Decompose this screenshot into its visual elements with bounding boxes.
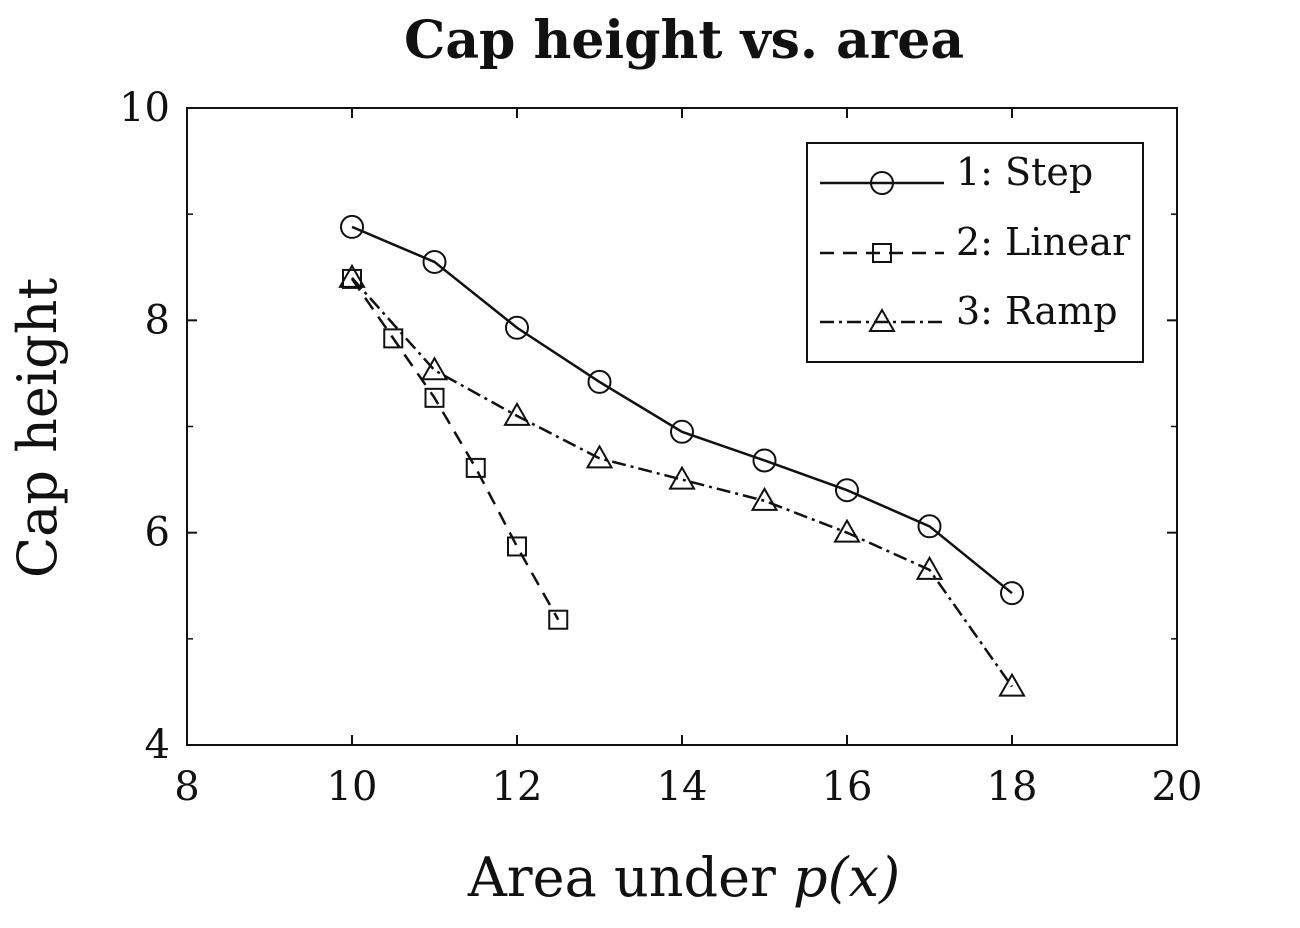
series-line	[351, 225, 1013, 595]
legend-label: 2: Linear	[956, 220, 1131, 264]
axes: 8 10 12 14 16 18 20 4 6 8 10	[119, 85, 1202, 810]
x-tick-label: 16	[822, 764, 873, 810]
legend-label: 3: Ramp	[956, 289, 1118, 333]
data-point-square	[507, 536, 527, 557]
y-axis-label: Cap height	[6, 278, 69, 579]
data-point-circle	[1000, 581, 1024, 606]
data-point-circle	[917, 514, 942, 539]
data-point-triangle	[585, 444, 614, 469]
data-point-circle	[670, 419, 694, 444]
data-point-circle	[422, 249, 447, 274]
data-point-triangle	[915, 555, 944, 580]
x-tick-label: 18	[987, 764, 1038, 810]
data-point-triangle	[750, 486, 779, 511]
y-tick-label: 4	[145, 722, 170, 768]
series-2	[342, 268, 569, 630]
x-axis-label-math: p(x)	[793, 846, 900, 909]
y-tick-label: 6	[145, 510, 170, 556]
legend-marker-triangle	[868, 307, 896, 332]
data-point-triangle	[420, 356, 449, 381]
x-tick-label: 20	[1152, 764, 1203, 810]
data-point-circle	[752, 448, 777, 473]
series-layer	[338, 214, 1026, 697]
data-point-circle	[587, 369, 612, 394]
chart-title: Cap height vs. area	[404, 10, 964, 71]
series-line	[350, 278, 560, 621]
legend-entry: 1: Step	[820, 150, 1093, 195]
x-tick-label: 8	[174, 764, 199, 810]
data-point-triangle	[998, 672, 1026, 697]
data-point-square	[548, 609, 569, 630]
data-point-square	[342, 268, 362, 289]
data-point-square	[465, 457, 486, 478]
legend-entry: 3: Ramp	[820, 289, 1118, 333]
x-tick-label: 10	[327, 764, 378, 810]
y-tick-label: 8	[145, 297, 170, 343]
data-point-triangle	[338, 263, 366, 288]
legend-marker-circle	[870, 171, 894, 195]
legend: 1: Step 2: Linear 3: Ramp	[806, 142, 1144, 363]
x-tick-label: 12	[492, 764, 543, 810]
series-line	[351, 277, 1014, 688]
legend-entry: 2: Linear	[820, 220, 1131, 264]
y-tick-label: 10	[119, 85, 170, 131]
legend-marker-square	[872, 243, 892, 263]
data-point-circle	[505, 315, 529, 340]
data-point-square	[383, 328, 404, 349]
x-tick-label: 14	[657, 764, 708, 810]
data-point-triangle	[503, 401, 531, 426]
series-1	[340, 214, 1024, 606]
data-point-triangle	[833, 518, 861, 543]
x-axis-label-text: Area under	[467, 846, 776, 909]
legend-box	[806, 142, 1144, 363]
data-point-triangle	[668, 465, 696, 490]
series-3	[338, 263, 1026, 697]
data-point-circle	[835, 478, 859, 503]
legend-label: 1: Step	[956, 150, 1093, 194]
data-point-square	[424, 387, 445, 408]
data-point-circle	[340, 214, 364, 239]
x-axis-label: Area under p(x)	[467, 846, 900, 909]
